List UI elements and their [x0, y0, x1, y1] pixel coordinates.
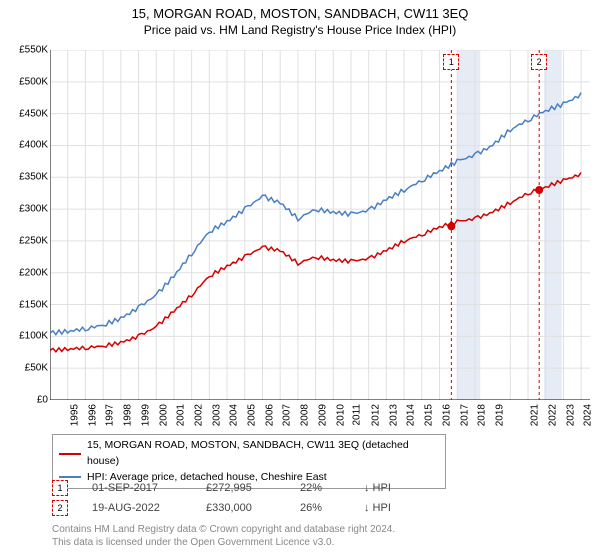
- x-tick-label: 2023: [565, 404, 576, 426]
- y-tick-label: £400K: [19, 140, 48, 151]
- legend-row-1: 15, MORGAN ROAD, MOSTON, SANDBACH, CW11 …: [59, 438, 439, 470]
- sale-dir-1: ↓ HPI: [364, 482, 391, 494]
- chart-svg: [50, 50, 590, 400]
- y-tick-label: £250K: [19, 235, 48, 246]
- y-tick-label: £0: [37, 395, 48, 406]
- title-main: 15, MORGAN ROAD, MOSTON, SANDBACH, CW11 …: [0, 6, 600, 21]
- event-marker-2: 2: [531, 54, 547, 70]
- title-sub: Price paid vs. HM Land Registry's House …: [0, 23, 600, 37]
- chart-container: 15, MORGAN ROAD, MOSTON, SANDBACH, CW11 …: [0, 0, 600, 560]
- x-tick-label: 2015: [423, 404, 434, 426]
- x-tick-label: 1995: [69, 404, 80, 426]
- x-tick-label: 2001: [175, 404, 186, 426]
- y-tick-label: £500K: [19, 76, 48, 87]
- sale-price-2: £330,000: [206, 502, 276, 514]
- sale-pct-1: 22%: [300, 482, 340, 494]
- x-tick-label: 2003: [211, 404, 222, 426]
- x-tick-label: 2007: [282, 404, 293, 426]
- sale-pct-2: 26%: [300, 502, 340, 514]
- sale-price-1: £272,995: [206, 482, 276, 494]
- x-tick-label: 2013: [388, 404, 399, 426]
- event-marker-1: 1: [443, 54, 459, 70]
- x-tick-label: 2024: [583, 404, 594, 426]
- x-tick-label: 2004: [229, 404, 240, 426]
- x-tick-label: 2000: [158, 404, 169, 426]
- x-tick-label: 2018: [476, 404, 487, 426]
- sales-table: 1 01-SEP-2017 £272,995 22% ↓ HPI 2 19-AU…: [52, 478, 391, 518]
- x-tick-label: 2006: [264, 404, 275, 426]
- footer-text: Contains HM Land Registry data © Crown c…: [52, 524, 395, 549]
- x-tick-label: 1996: [87, 404, 98, 426]
- x-tick-label: 2009: [317, 404, 328, 426]
- x-tick-label: 2012: [370, 404, 381, 426]
- y-tick-label: £450K: [19, 108, 48, 119]
- x-tick-label: 2017: [459, 404, 470, 426]
- x-tick-label: 2019: [494, 404, 505, 426]
- y-tick-label: £350K: [19, 172, 48, 183]
- sales-row-2: 2 19-AUG-2022 £330,000 26% ↓ HPI: [52, 498, 391, 518]
- x-tick-label: 1997: [105, 404, 116, 426]
- chart-area: [50, 50, 590, 400]
- x-tick-label: 2016: [441, 404, 452, 426]
- legend-swatch-1: [59, 453, 81, 455]
- sale-dir-2: ↓ HPI: [364, 502, 391, 514]
- x-tick-label: 2011: [352, 404, 363, 426]
- y-tick-label: £150K: [19, 299, 48, 310]
- footer-line-1: Contains HM Land Registry data © Crown c…: [52, 524, 395, 537]
- x-tick-label: 2005: [246, 404, 257, 426]
- x-tick-label: 1999: [140, 404, 151, 426]
- sale-marker-1: 1: [52, 480, 68, 496]
- sales-row-1: 1 01-SEP-2017 £272,995 22% ↓ HPI: [52, 478, 391, 498]
- x-tick-label: 1998: [122, 404, 133, 426]
- sale-marker-2-num: 2: [57, 503, 62, 513]
- sale-date-2: 19-AUG-2022: [92, 502, 182, 514]
- x-tick-label: 2021: [530, 404, 541, 426]
- sale-marker-2: 2: [52, 500, 68, 516]
- sale-date-1: 01-SEP-2017: [92, 482, 182, 494]
- x-tick-label: 2010: [335, 404, 346, 426]
- title-block: 15, MORGAN ROAD, MOSTON, SANDBACH, CW11 …: [0, 0, 600, 37]
- footer-line-2: This data is licensed under the Open Gov…: [52, 537, 395, 550]
- sale-marker-1-num: 1: [57, 483, 62, 493]
- y-tick-label: £100K: [19, 331, 48, 342]
- y-tick-label: £200K: [19, 267, 48, 278]
- x-tick-label: 2022: [547, 404, 558, 426]
- x-tick-label: 2014: [406, 404, 417, 426]
- y-tick-label: £50K: [25, 363, 48, 374]
- legend-label-1: 15, MORGAN ROAD, MOSTON, SANDBACH, CW11 …: [87, 438, 439, 470]
- x-tick-label: 2002: [193, 404, 204, 426]
- x-tick-label: 2008: [299, 404, 310, 426]
- y-tick-label: £550K: [19, 45, 48, 56]
- y-tick-label: £300K: [19, 204, 48, 215]
